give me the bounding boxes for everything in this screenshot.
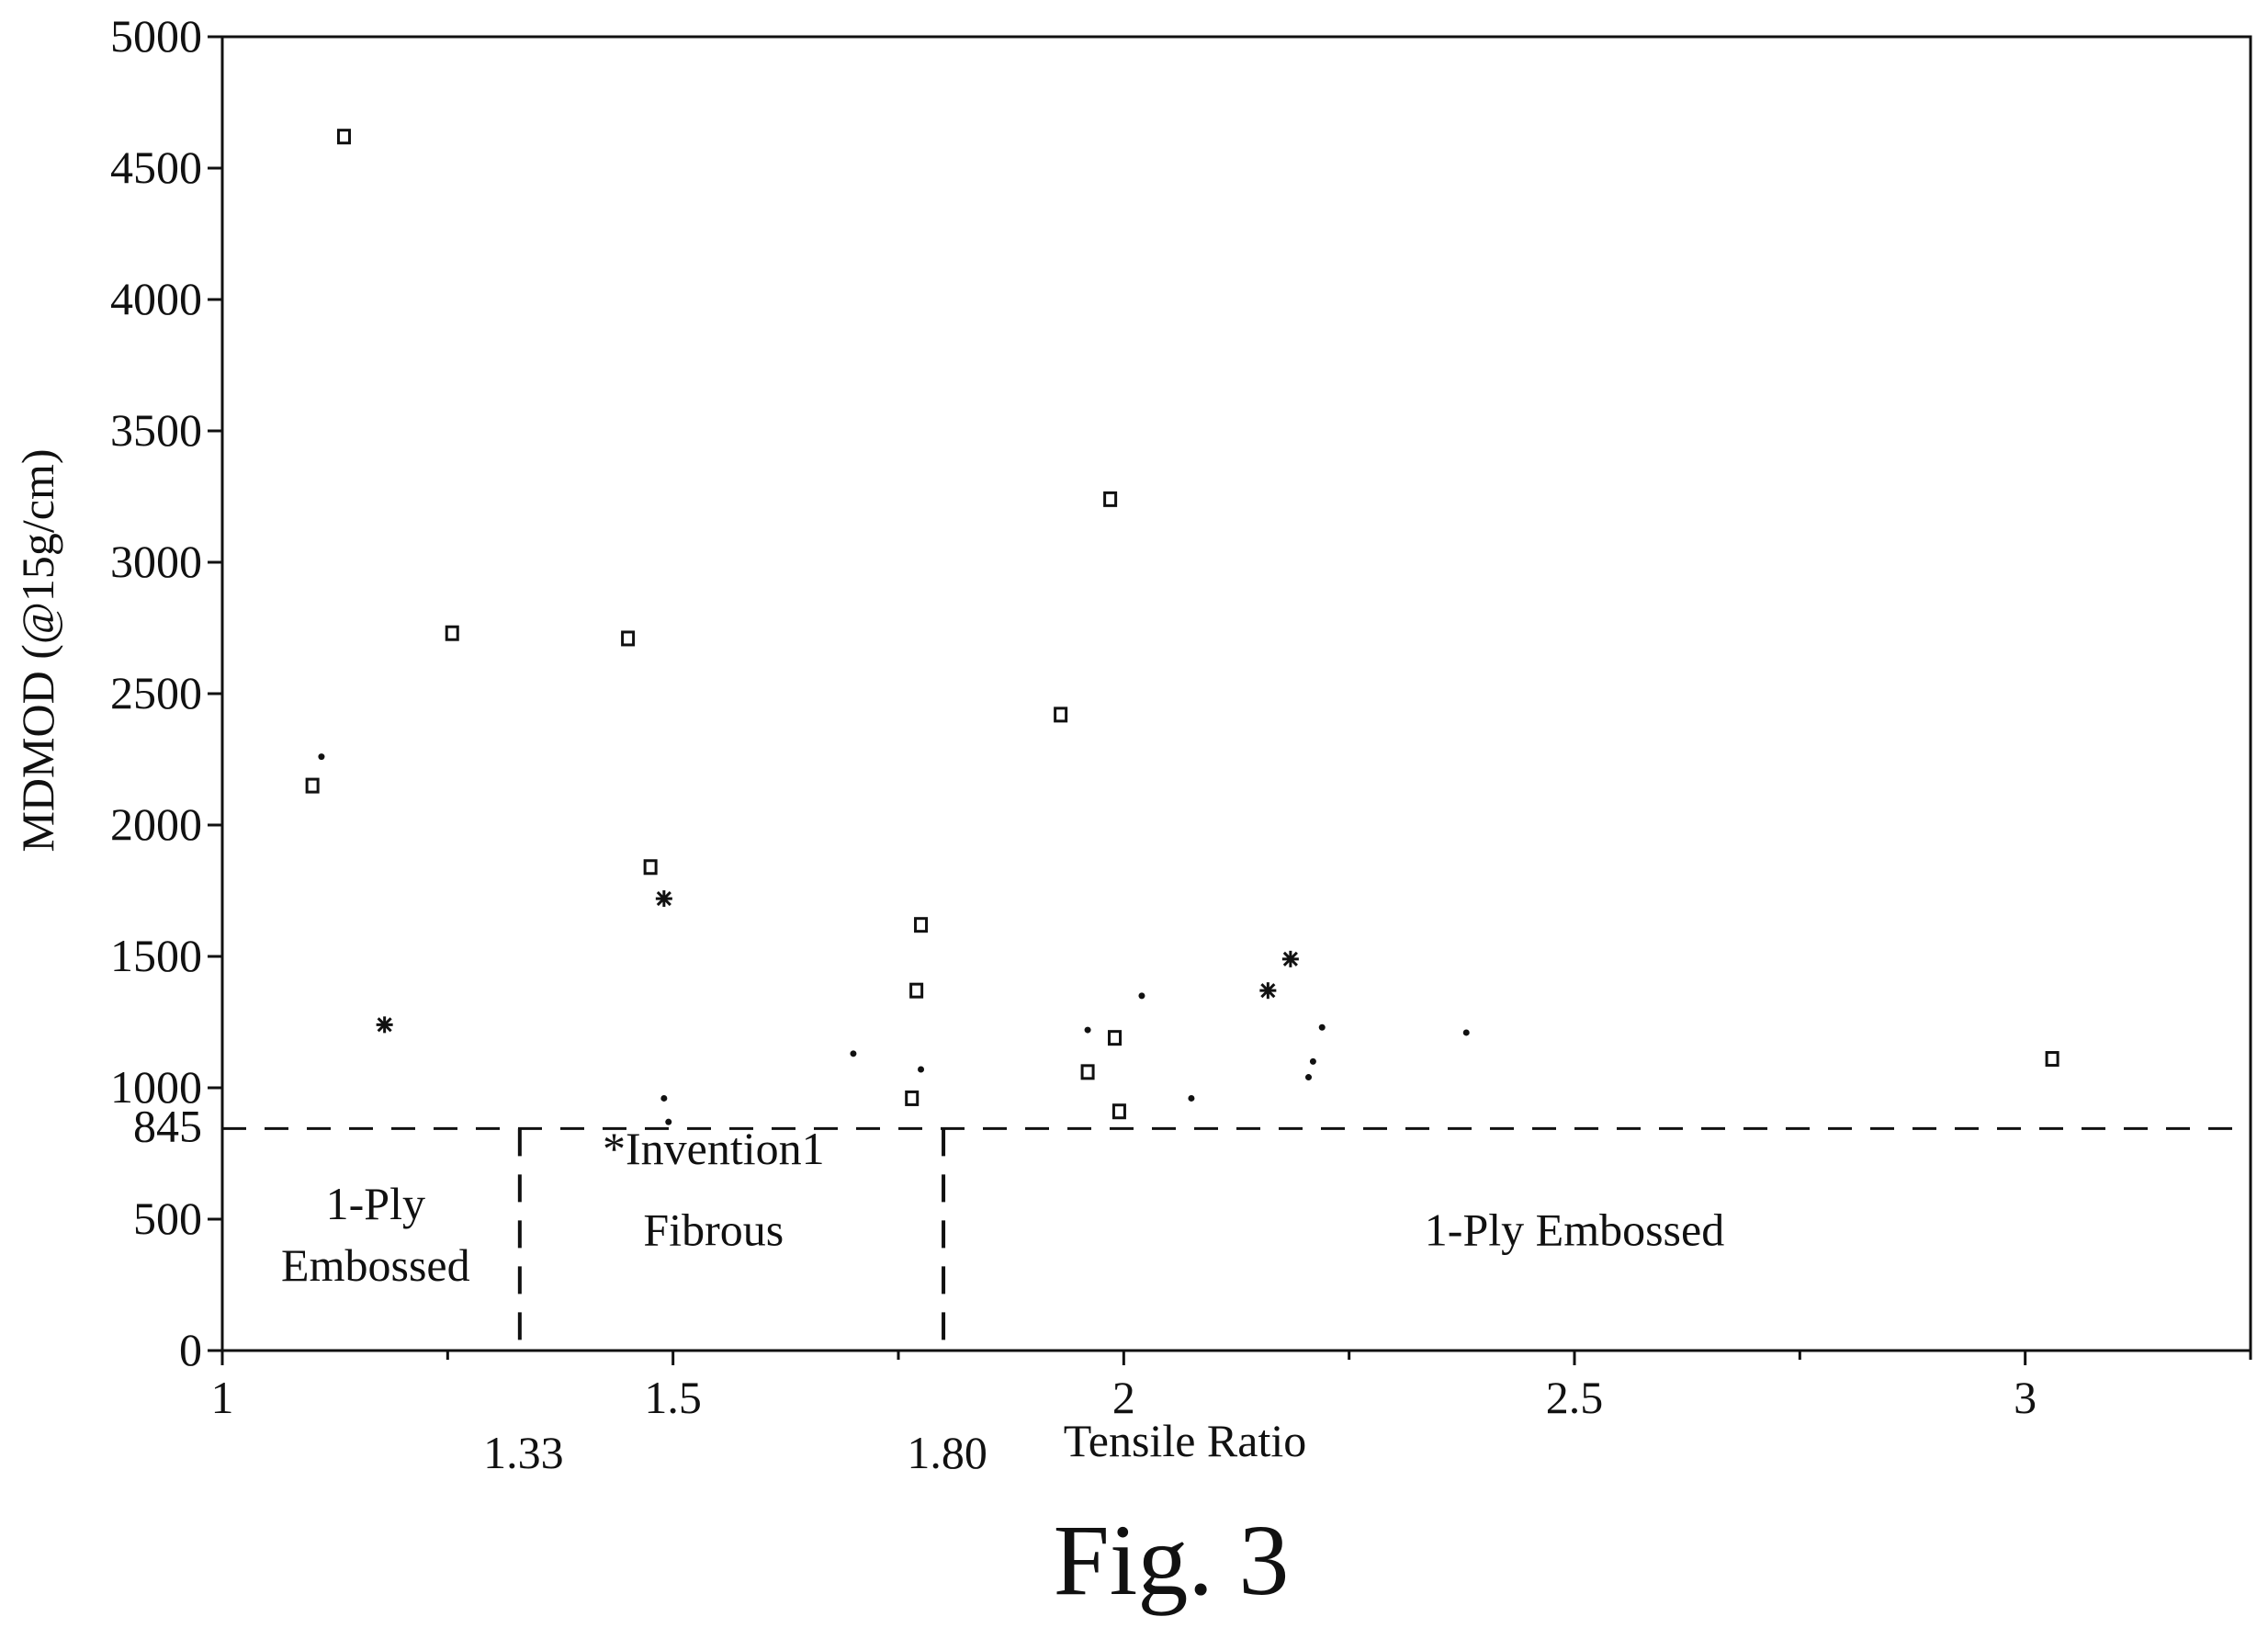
y-tick-label: 2000 — [110, 798, 202, 850]
y-tick-label: 4000 — [110, 273, 202, 324]
square-point — [909, 982, 924, 999]
square-point — [643, 859, 658, 876]
dot-point — [1318, 1023, 1326, 1031]
dot-point — [850, 1050, 857, 1057]
plot-frame — [220, 35, 2252, 1352]
y-tick-label: 5000 — [110, 10, 202, 62]
boundary-label: 1.80 — [907, 1427, 987, 1478]
x-tick-label: 1 — [211, 1372, 234, 1423]
square-point — [1103, 491, 1118, 507]
y-tick-label: 500 — [133, 1193, 202, 1244]
data-points — [305, 129, 2059, 1125]
x-axis-title: Tensile Ratio — [1064, 1415, 1307, 1466]
dot-point — [1305, 1074, 1313, 1081]
x-tick-label: 2.5 — [1546, 1372, 1604, 1423]
dot-point — [665, 1118, 672, 1125]
x-axis: 1 1.5 2 2.5 3 — [211, 1351, 2252, 1423]
x-tick-label: 2 — [1112, 1372, 1135, 1423]
region-labels: 1-Ply Embossed *Invention1 Fibrous 1-Ply Emb… — [281, 1123, 1724, 1291]
dot-point — [1084, 1026, 1091, 1034]
dot-point — [660, 1094, 668, 1102]
square-point — [2045, 1051, 2059, 1068]
square-point — [445, 625, 459, 641]
star-point — [1281, 950, 1299, 967]
square-point — [336, 129, 351, 145]
dot-point — [1309, 1057, 1316, 1065]
star-point — [376, 1016, 393, 1034]
square-point — [305, 777, 320, 794]
dot-point — [918, 1066, 925, 1073]
x-tick-label: 3 — [2014, 1372, 2037, 1423]
star-point — [1259, 982, 1277, 1000]
region-label: Fibrous — [643, 1204, 784, 1256]
y-tick-label: 3500 — [110, 404, 202, 456]
y-axis-title: MDMOD (@15g/cm) — [12, 448, 63, 852]
y-tick-label: 1500 — [110, 930, 202, 981]
plot-area — [220, 35, 2252, 1352]
boundary-label: 1.33 — [483, 1427, 564, 1478]
star-point — [655, 890, 672, 908]
y-tick-label: 2500 — [110, 667, 202, 718]
square-point — [905, 1090, 920, 1106]
square-point — [621, 630, 636, 647]
dot-point — [1462, 1029, 1470, 1036]
dot-point — [1138, 992, 1145, 1000]
dot-point — [1188, 1094, 1195, 1102]
y-tick-label: 3000 — [110, 536, 202, 587]
region-label: 1-Ply Embossed — [1425, 1204, 1724, 1256]
square-point — [1054, 707, 1068, 723]
threshold-label: 845 — [133, 1100, 202, 1151]
figure-caption: Fig. 3 — [1054, 1504, 1290, 1616]
y-tick-label: 0 — [179, 1324, 202, 1375]
region-label: Embossed — [281, 1239, 470, 1291]
region-label: *Invention1 — [603, 1123, 825, 1174]
y-tick-label: 1000 — [110, 1061, 202, 1113]
y-tick-label: 4500 — [110, 141, 202, 193]
square-point — [1080, 1064, 1095, 1080]
region-label: 1-Ply — [326, 1178, 425, 1229]
square-point — [1108, 1030, 1123, 1046]
dot-point — [318, 753, 325, 761]
square-point — [1111, 1103, 1126, 1120]
square-point — [914, 917, 929, 933]
region-guides: 845 1.33 1.80 — [133, 1100, 2251, 1478]
x-tick-label: 1.5 — [644, 1372, 702, 1423]
y-axis: 0 500 1000 1500 2000 2500 3000 3500 4000 4500 5000 — [110, 10, 222, 1375]
